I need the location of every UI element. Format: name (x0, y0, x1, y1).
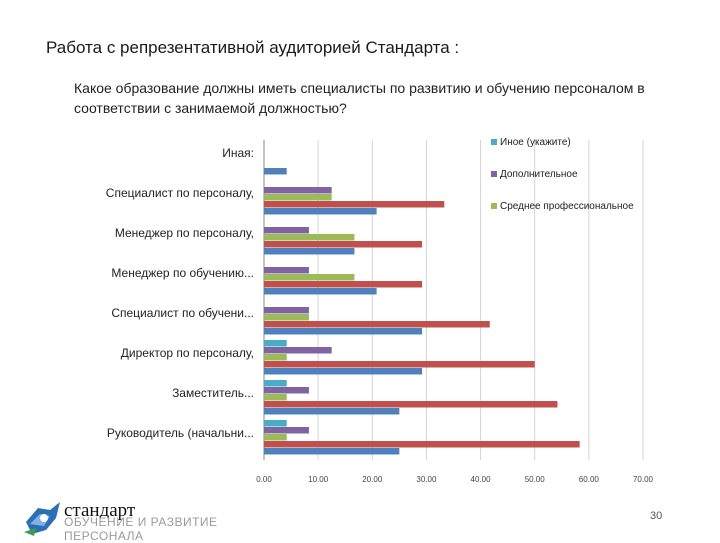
bar-0-2 (264, 248, 355, 255)
bar-2-7 (264, 434, 287, 441)
bar-2-5 (264, 354, 287, 361)
bar-2-1 (264, 194, 332, 201)
page-number: 30 (650, 510, 663, 522)
bar-2-4 (264, 314, 309, 321)
x-tick-label: 60.00 (579, 475, 600, 484)
x-tick-label: 50.00 (525, 475, 546, 484)
category-label: Иная: (222, 146, 254, 160)
bar-2-2 (264, 234, 355, 241)
x-tick-label: 30.00 (416, 475, 437, 484)
legend-label: Дополнительное (500, 169, 578, 180)
bar-1-2 (264, 241, 423, 248)
chart-question: Какое образование должны иметь специалис… (74, 80, 645, 116)
bar-3-6 (264, 387, 309, 394)
bar-0-0 (264, 168, 287, 175)
bar-1-7 (264, 441, 580, 448)
x-tick-label: 0.00 (256, 475, 272, 484)
bar-2-6 (264, 394, 287, 401)
bar-1-1 (264, 201, 445, 208)
brand-subtitle: ОБУЧЕНИЕ И РАЗВИТИЕ ПЕРСОНАЛА (64, 515, 218, 543)
bar-1-6 (264, 401, 558, 408)
bar-4-6 (264, 380, 287, 387)
bar-3-4 (264, 307, 309, 314)
x-tick-label: 20.00 (362, 475, 383, 484)
bar-0-1 (264, 208, 377, 215)
category-label: Менеджер по обучению... (111, 266, 254, 280)
category-label: Менеджер по персоналу, (115, 226, 254, 240)
bar-3-5 (264, 347, 332, 354)
bar-3-3 (264, 267, 309, 274)
bar-4-5 (264, 340, 287, 347)
standart-logo-icon (24, 502, 60, 536)
category-label: Специалист по персоналу, (106, 186, 254, 200)
bar-0-4 (264, 328, 423, 335)
category-label: Специалист по обучени... (111, 306, 254, 320)
bar-4-7 (264, 420, 287, 427)
legend-swatch (491, 171, 497, 177)
brand-name: стандарт (64, 500, 136, 521)
bar-3-7 (264, 427, 309, 434)
x-tick-label: 40.00 (471, 475, 492, 484)
x-tick-label: 10.00 (308, 475, 329, 484)
bar-3-1 (264, 187, 332, 194)
bar-3-2 (264, 227, 309, 234)
category-label: Директор по персоналу, (121, 346, 254, 360)
legend-swatch (491, 139, 497, 145)
bar-0-3 (264, 288, 377, 295)
category-label: Руководитель (начальни... (107, 426, 254, 440)
x-tick-label: 70.00 (633, 475, 654, 484)
legend-label: Среднее профессиональное (500, 200, 634, 212)
bar-1-5 (264, 361, 535, 368)
bar-0-7 (264, 448, 400, 455)
slide-title: Работа с репрезентативной аудиторией Ста… (46, 38, 460, 57)
bar-1-3 (264, 281, 423, 288)
legend-swatch (491, 203, 497, 209)
legend-label: Иное (укажите) (500, 137, 571, 148)
bar-1-4 (264, 321, 490, 328)
bar-2-3 (264, 274, 355, 281)
bar-0-6 (264, 408, 400, 415)
category-label: Заместитель... (172, 386, 254, 400)
bar-0-5 (264, 368, 423, 375)
